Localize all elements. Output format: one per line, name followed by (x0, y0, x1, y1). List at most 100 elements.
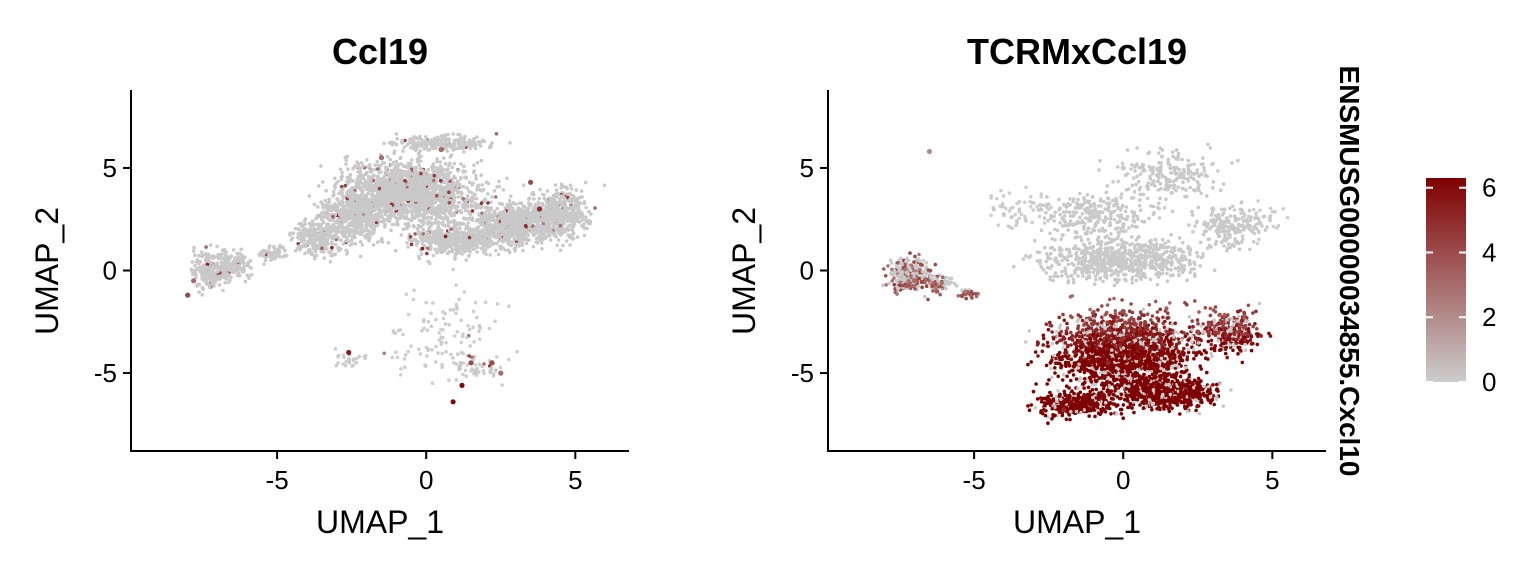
cell-point (444, 341, 448, 345)
cell-point (424, 145, 429, 150)
cell-point (430, 348, 434, 352)
cell-point (406, 221, 411, 226)
y-axis-ticks: 50-5 (94, 153, 131, 388)
cell-point (456, 191, 460, 195)
cell-point (351, 195, 356, 199)
cell-point (565, 186, 569, 191)
cell-point (434, 238, 439, 243)
cell-cloud (189, 132, 607, 387)
cell-point (545, 234, 550, 238)
cell-point (288, 232, 292, 237)
cell-point (556, 206, 560, 210)
cell-point (584, 205, 588, 210)
chart-title: Ccl19 (332, 31, 428, 72)
cell-point (440, 222, 444, 226)
cell-point (437, 210, 442, 215)
data-point (208, 267, 215, 274)
cell-point (419, 199, 424, 204)
cell-point (415, 173, 420, 178)
cell-point (409, 242, 414, 247)
cell-point (399, 194, 403, 198)
cell-point (323, 198, 328, 203)
cell-point (495, 185, 500, 189)
cell-point (371, 231, 376, 235)
cell-point (553, 183, 558, 187)
cell-point (435, 157, 439, 161)
cell-point (361, 163, 365, 168)
cell-point (566, 224, 571, 228)
cell-point (203, 277, 207, 281)
cell-point (222, 268, 226, 273)
cell-point (418, 149, 423, 153)
cell-point (456, 132, 460, 137)
cell-point (497, 201, 502, 206)
cell-point (219, 252, 224, 256)
cell-point (336, 245, 341, 250)
cell-point (320, 226, 325, 231)
cell-point (327, 234, 331, 238)
cell-point (364, 226, 368, 231)
cell-point (351, 215, 356, 219)
cell-point (426, 192, 431, 197)
cell-point (320, 246, 324, 250)
cell-point (461, 246, 465, 251)
cell-point (459, 318, 463, 323)
cell-point (593, 206, 597, 210)
cell-point (495, 206, 500, 211)
cell-point (379, 163, 384, 167)
cell-point (443, 139, 448, 143)
cell-point (461, 221, 465, 226)
cell-point (222, 257, 227, 262)
cell-point (532, 211, 537, 216)
cell-point (437, 220, 441, 224)
cell-point (388, 216, 392, 220)
cell-point (404, 215, 409, 219)
cell-point (393, 206, 398, 211)
cell-point (344, 162, 348, 166)
cell-point (479, 158, 484, 163)
cell-point (245, 263, 249, 268)
cell-point (242, 264, 246, 269)
cell-point (401, 187, 406, 192)
cell-point (488, 237, 492, 242)
cell-point (345, 217, 349, 221)
cell-point (488, 253, 493, 257)
cell-point (535, 215, 540, 220)
cell-point (467, 180, 472, 184)
cell-point (551, 224, 556, 228)
cell-point (427, 173, 432, 177)
cell-point (424, 216, 428, 220)
cell-point (575, 235, 580, 239)
cell-point (553, 234, 558, 238)
cell-point (316, 205, 320, 209)
cell-point (579, 211, 584, 215)
cell-point (337, 222, 342, 227)
cell-point (392, 176, 396, 181)
cell-point (321, 210, 326, 214)
cell-point (587, 209, 591, 214)
cell-point (328, 259, 333, 264)
cell-point (541, 192, 545, 197)
cell-point (341, 362, 345, 366)
cell-point (454, 283, 458, 287)
cell-point (527, 196, 532, 201)
cell-point (384, 185, 389, 190)
cell-point (521, 232, 526, 236)
cell-point (455, 179, 460, 184)
cell-point (221, 288, 225, 293)
cell-point (312, 253, 317, 258)
cell-point (500, 383, 504, 387)
cell-point (496, 239, 501, 243)
cell-point (393, 215, 398, 220)
cell-point (210, 256, 215, 260)
cell-point (518, 235, 522, 240)
cell-point (494, 195, 498, 199)
cell-point (359, 177, 364, 181)
cell-point (240, 270, 245, 274)
cell-point (398, 373, 403, 377)
cell-point (421, 207, 426, 212)
cell-point (469, 228, 474, 233)
cell-point (240, 253, 244, 258)
cell-point (278, 254, 282, 259)
cell-point (441, 175, 446, 180)
